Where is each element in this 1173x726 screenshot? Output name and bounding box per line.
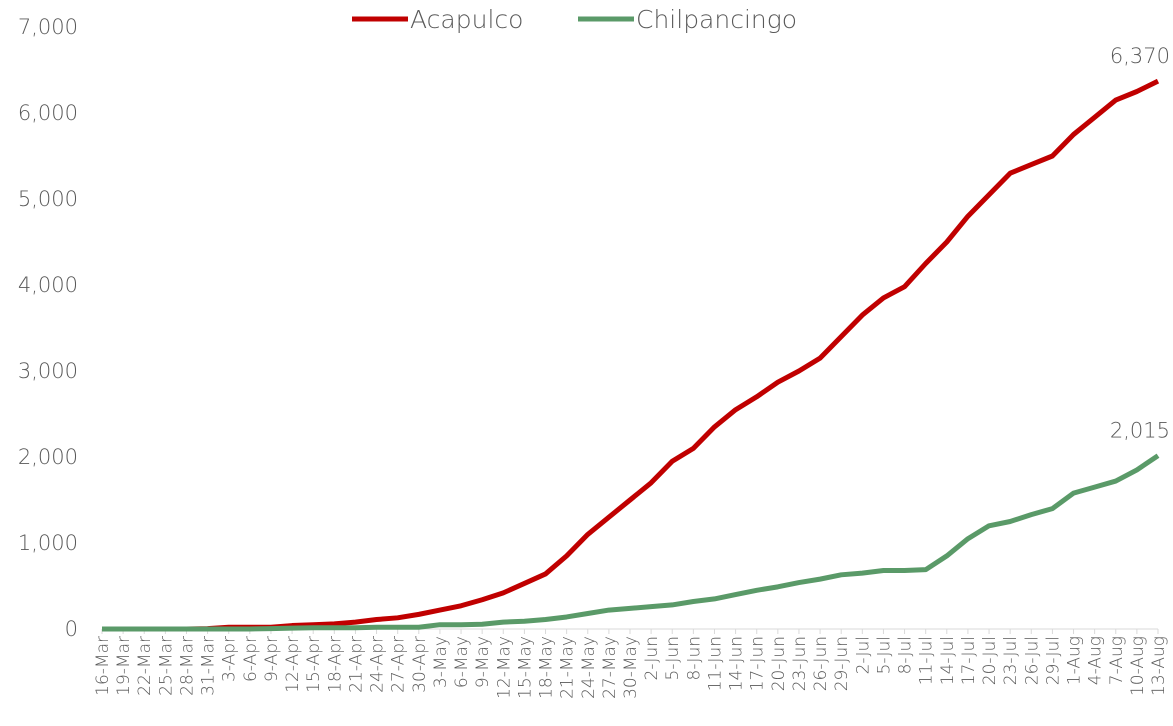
x-tick-label: 24-May [579,636,599,699]
x-tick-label: 20-Jul [980,636,1000,685]
x-tick-label: 24-Apr [368,636,388,693]
x-tick-label: 4-Aug [1086,636,1106,685]
x-tick-label: 11-Jun [705,636,725,691]
x-tick-label: 14-Jul [938,636,958,685]
x-tick-label: 14-Jun [727,636,747,691]
x-tick-label: 16-Mar [93,636,113,696]
x-tick-label: 22-Mar [135,636,155,696]
x-tick-label: 17-Jun [748,636,768,691]
x-tick-label: 20-Jun [769,636,789,691]
y-tick-label: 6,000 [18,101,78,125]
data-label: 6,370 [1110,44,1170,68]
x-tick-label: 12-May [494,636,514,699]
x-tick-label: 6-Apr [241,636,261,682]
x-tick-label: 8-Jul [896,636,916,674]
x-tick-label: 21-Apr [346,636,366,693]
line-series [102,78,1160,632]
x-tick-label: 23-Jul [1001,636,1021,685]
x-tick-label: 3-Apr [220,636,240,682]
x-tick-label: 29-Jun [832,636,852,691]
x-tick-label: 11-Jul [917,636,937,685]
x-tick-label: 13-Aug [1149,636,1169,696]
x-tick-label: 30-Apr [410,636,430,693]
x-tick-label: 27-Apr [389,636,409,693]
x-tick-label: 3-May [431,636,451,688]
line-series [102,453,1160,632]
x-tick-label: 25-Mar [156,636,176,696]
x-tick-label: 2-Jun [642,636,662,680]
y-tick-label: 5,000 [18,187,78,211]
x-tick-label: 12-Apr [283,636,303,693]
y-tick-label: 4,000 [18,273,78,297]
x-tick-label: 31-Mar [199,636,219,696]
x-tick-label: 27-May [600,636,620,699]
x-tick-label: 1-Aug [1065,636,1085,685]
y-tick-label: 1,000 [18,531,78,555]
x-tick-label: 7-Aug [1107,636,1127,685]
x-tick-label: 5-Jun [663,636,683,680]
y-tick-label: 7,000 [18,15,78,39]
x-tick-label: 17-Jul [959,636,979,685]
y-tick-label: 3,000 [18,359,78,383]
x-tick-label: 6-May [452,636,472,688]
x-tick-label: 28-Mar [177,636,197,696]
x-tick-label: 18-Apr [325,636,345,693]
x-tick-label: 19-Mar [114,636,134,696]
data-label: 2,015 [1110,419,1170,443]
y-tick-label: 2,000 [18,445,78,469]
x-tick-label: 26-Jul [1022,636,1042,685]
x-tick-label: 9-Apr [262,636,282,682]
x-tick-label: 15-Apr [304,636,324,693]
x-tick-label: 21-May [558,636,578,699]
x-tick-label: 30-May [621,636,641,699]
x-tick-label: 26-Jun [811,636,831,691]
y-tick-label: 0 [65,617,78,641]
x-tick-label: 15-May [515,636,535,699]
x-tick-label: 8-Jun [684,636,704,680]
x-tick-label: 10-Aug [1128,636,1148,696]
legend-label: Acapulco [410,5,523,34]
legend-label: Chilpancingo [636,5,797,34]
x-tick-label: 5-Jul [874,636,894,674]
x-tick-label: 29-Jul [1043,636,1063,685]
x-tick-label: 23-Jun [790,636,810,691]
x-tick-label: 9-May [473,636,493,688]
x-tick-label: 2-Jul [853,636,873,674]
x-tick-label: 18-May [537,636,557,699]
